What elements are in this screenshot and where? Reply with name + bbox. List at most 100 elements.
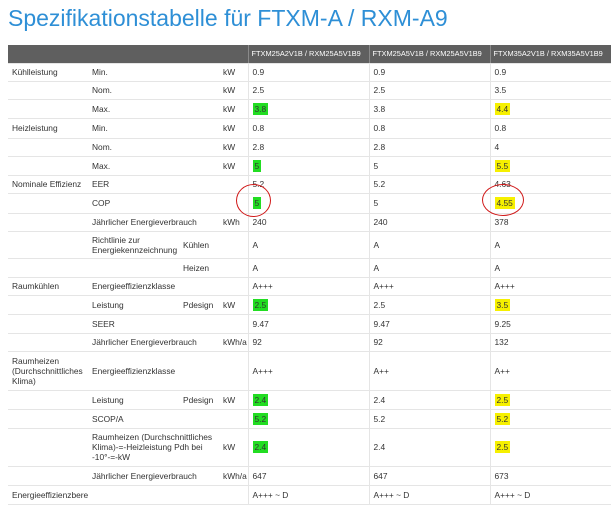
parameter-cell: Min. bbox=[88, 118, 219, 139]
parameter-cell bbox=[88, 258, 179, 278]
table-row: Raumheizen (Durchschnittliches Klima)-=-… bbox=[8, 428, 611, 467]
value-cell: 2.8 bbox=[368, 138, 490, 157]
value-text: 4.63 bbox=[494, 179, 511, 189]
value-cell: A++ bbox=[368, 351, 490, 391]
unit-cell: kW bbox=[219, 156, 249, 176]
header-blank bbox=[219, 45, 248, 64]
value-cell: 3.8 bbox=[368, 99, 490, 119]
parameter-cell: Jährlicher Energieverbrauch bbox=[88, 466, 219, 486]
value-cell: 2.8 bbox=[247, 138, 369, 157]
value-cell: A+++ ~ D bbox=[368, 485, 490, 505]
table-row: Raumkühlen Energieeffizienzklasse A+++ A+++… bbox=[8, 277, 611, 296]
header-blank bbox=[8, 45, 88, 64]
parameter-cell: Nom. bbox=[88, 81, 219, 100]
value-text: 5 bbox=[252, 197, 262, 209]
value-cell: 0.8 bbox=[368, 118, 490, 139]
value-cell: 4.4 bbox=[489, 99, 611, 119]
value-text: 5.2 bbox=[252, 179, 265, 189]
table-row: COP 5 5 4.55 bbox=[8, 193, 611, 214]
parameter-cell: Leistung bbox=[88, 390, 179, 410]
value-text: 240 bbox=[373, 217, 388, 227]
value-text: 2.5 bbox=[252, 298, 269, 311]
value-text: A+++ ~ D bbox=[373, 489, 410, 500]
table-row: Heizen A A A bbox=[8, 258, 611, 278]
table-row: Kühlleistung Min. kW 0.9 0.9 0.9 bbox=[8, 63, 611, 82]
value-cell: 2.5 bbox=[489, 390, 611, 410]
group-cell bbox=[8, 333, 88, 352]
group-cell: Raumkühlen bbox=[8, 277, 88, 296]
unit-cell bbox=[219, 193, 249, 214]
value-cell: 647 bbox=[368, 466, 490, 486]
value-cell: 5.2 bbox=[247, 409, 369, 429]
value-text: A bbox=[373, 239, 380, 250]
value-text: 92 bbox=[373, 337, 383, 347]
value-cell: 647 bbox=[247, 466, 369, 486]
table-row: Energieeffizienzbereich A+++ ~ D A+++ ~ D A… bbox=[8, 485, 611, 505]
parameter-cell: Richtlinie zur Energiekennzeichnung bbox=[88, 231, 179, 259]
unit-cell: kW bbox=[219, 81, 249, 100]
value-cell: 9.25 bbox=[489, 314, 611, 334]
value-cell: 2.4 bbox=[247, 390, 369, 410]
parameter-cell: Max. bbox=[88, 99, 219, 119]
unit-cell: kWh bbox=[219, 213, 249, 232]
unit-cell: kWh/a bbox=[219, 466, 249, 486]
unit-cell: kW bbox=[219, 428, 249, 467]
value-cell: A+++ bbox=[247, 277, 369, 296]
value-text: A+++ bbox=[494, 281, 515, 291]
parameter-cell: Jährlicher Energieverbrauch bbox=[88, 213, 219, 232]
value-cell: 3.5 bbox=[489, 295, 611, 315]
parameter-cell: Energieeffizienzklasse bbox=[88, 277, 219, 296]
value-text: A bbox=[494, 239, 501, 250]
value-cell: 378 bbox=[489, 213, 611, 232]
value-cell: A+++ ~ D bbox=[247, 485, 369, 505]
value-cell: 3.5 bbox=[489, 81, 611, 100]
value-cell: A bbox=[247, 231, 369, 259]
table-row: SCOP/A 5.2 5.2 5.2 bbox=[8, 409, 611, 429]
value-text: A+++ bbox=[252, 281, 273, 291]
value-text: 0.8 bbox=[373, 123, 386, 133]
table-row: Nom. kW 2.5 2.5 3.5 bbox=[8, 81, 611, 100]
table-row: Nom. kW 2.8 2.8 4 bbox=[8, 138, 611, 157]
value-text: A bbox=[252, 239, 259, 250]
group-cell bbox=[8, 258, 88, 278]
subparameter-cell: Pdesign bbox=[179, 295, 219, 315]
parameter-cell: SCOP/A bbox=[88, 409, 219, 429]
parameter-cell: Energieeffizienzklasse bbox=[88, 351, 219, 391]
value-text: 4.55 bbox=[494, 197, 515, 209]
header-blank bbox=[88, 45, 179, 64]
value-cell: A bbox=[247, 258, 369, 278]
column-header: FTXM35A2V1B / RXM35A5V1B9 bbox=[489, 45, 611, 64]
table-header-row: FTXM25A2V1B / RXM25A5V1B9 FTXM25A5V1B / … bbox=[8, 45, 611, 64]
unit-cell bbox=[219, 175, 249, 194]
value-text: 5.5 bbox=[494, 159, 511, 172]
unit-cell: kW bbox=[219, 138, 249, 157]
value-text: 2.5 bbox=[494, 441, 511, 453]
value-text: 5.2 bbox=[494, 412, 511, 425]
table-row: Nominale Effizienz EER 5.2 5.2 4.63 bbox=[8, 175, 611, 194]
unit-cell: kWh/a bbox=[219, 333, 249, 352]
value-cell: A bbox=[489, 258, 611, 278]
value-cell: 5.2 bbox=[368, 409, 490, 429]
unit-cell: kW bbox=[219, 99, 249, 119]
value-text: A bbox=[494, 262, 501, 273]
value-cell: 92 bbox=[368, 333, 490, 352]
parameter-cell: Min. bbox=[88, 63, 219, 82]
value-cell: 9.47 bbox=[368, 314, 490, 334]
value-text: 2.4 bbox=[252, 441, 269, 453]
value-text: 378 bbox=[494, 217, 509, 227]
value-text: 5.2 bbox=[252, 412, 269, 425]
parameter-cell: SEER bbox=[88, 314, 219, 334]
value-cell: 2.5 bbox=[368, 295, 490, 315]
page-title: Spezifikationstabelle für FTXM-A / RXM-A… bbox=[8, 5, 448, 31]
value-cell: 5.2 bbox=[247, 175, 369, 194]
table-row: Jährlicher Energieverbrauch kWh/a 647 647 67… bbox=[8, 466, 611, 486]
value-cell: 5.2 bbox=[489, 409, 611, 429]
value-cell: 240 bbox=[368, 213, 490, 232]
value-text: A+++ ~ D bbox=[494, 489, 531, 500]
header-blank bbox=[179, 45, 219, 64]
value-cell: 2.5 bbox=[247, 81, 369, 100]
table-row: Richtlinie zur Energiekennzeichnung Kühle… bbox=[8, 231, 611, 259]
value-cell: 2.5 bbox=[247, 295, 369, 315]
value-text: 5 bbox=[373, 198, 379, 208]
group-cell bbox=[8, 156, 88, 176]
